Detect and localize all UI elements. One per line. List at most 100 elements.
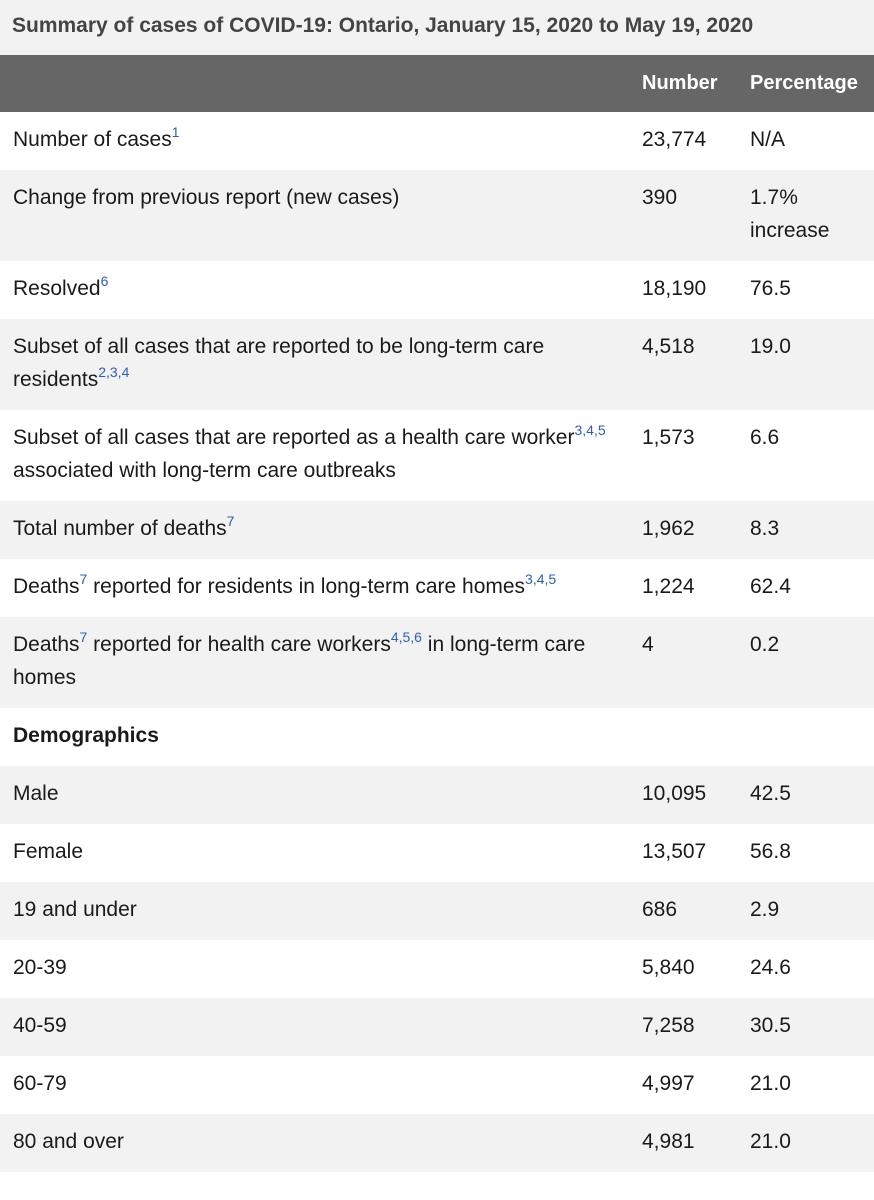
row-label-text: Female <box>13 840 84 863</box>
row-number: 4,518 <box>627 319 735 410</box>
row-percentage: 0.2 <box>735 617 874 708</box>
section-row: Demographics <box>0 708 874 766</box>
row-percentage: 30.5 <box>735 998 874 1056</box>
covid-summary-table: Number Percentage Number of cases1 23,774… <box>0 55 874 1172</box>
row-label: 80 and over <box>0 1114 627 1172</box>
table-row: 20-39 5,840 24.6 <box>0 940 874 998</box>
table-row: 60-79 4,997 21.0 <box>0 1056 874 1114</box>
row-label: Total number of deaths7 <box>0 501 627 559</box>
row-percentage: 21.0 <box>735 1114 874 1172</box>
row-number: 1,224 <box>642 575 695 598</box>
row-label: Subset of all cases that are reported to… <box>0 319 627 410</box>
table-row: Subset of all cases that are reported to… <box>0 319 874 410</box>
footnote-ref: 7 <box>227 513 235 529</box>
row-label: 20-39 <box>0 940 627 998</box>
row-label: Resolved6 <box>0 261 627 319</box>
table-row: 19 and under 686 2.9 <box>0 882 874 940</box>
footnote-ref: 3,4,5 <box>574 422 605 438</box>
table-header: Number Percentage <box>0 55 874 112</box>
row-label-text: Male <box>13 782 59 805</box>
row-percentage: 21.0 <box>750 1072 791 1095</box>
row-label: 19 and under <box>0 882 627 940</box>
row-number: 23,774 <box>642 128 707 151</box>
row-label-text: Change from previous report (new cases) <box>13 186 400 209</box>
row-label-text: Deaths <box>13 633 80 656</box>
row-label: Deaths7 reported for residents in long-t… <box>0 559 627 617</box>
table-row: Deaths7 reported for health care workers… <box>0 617 874 708</box>
table-body: Number of cases1 23,774 N/A Change from pre… <box>0 112 874 1172</box>
footnote-link[interactable]: 7 <box>226 513 235 529</box>
table-row: 80 and over 4,981 21.0 <box>0 1114 874 1172</box>
row-percentage: N/A <box>750 128 786 151</box>
row-label-text: Demographics <box>13 724 159 747</box>
footnote-ref: 3,4,5 <box>525 571 556 587</box>
row-percentage: 62.4 <box>750 575 791 598</box>
table-row: Subset of all cases that are reported as… <box>0 410 874 501</box>
table-row: Total number of deaths7 1,962 8.3 <box>0 501 874 559</box>
row-percentage: 24.6 <box>750 956 791 979</box>
row-label-text: 19 and under <box>13 898 137 921</box>
row-number: 10,095 <box>627 766 735 824</box>
footnote-link[interactable]: 3,4,5 <box>525 571 557 587</box>
footnote-link[interactable]: 3,4,5 <box>574 422 606 438</box>
table-row: Number of cases1 23,774 N/A <box>0 112 874 170</box>
row-percentage: 2.9 <box>735 882 874 940</box>
row-number: 5,840 <box>642 956 695 979</box>
row-percentage: 6.6 <box>750 426 780 449</box>
row-number: 18,190 <box>642 277 707 300</box>
footnote-ref: 7 <box>80 629 88 645</box>
header-number: Number <box>627 55 735 112</box>
footnote-link[interactable]: 7 <box>79 571 88 587</box>
row-label-text: Number of cases <box>13 128 172 151</box>
row-number: 4,997 <box>642 1072 695 1095</box>
row-label: 40-59 <box>0 998 627 1056</box>
row-label-text: Subset of all cases that are reported to… <box>13 335 545 391</box>
row-number: 1,573 <box>642 426 695 449</box>
row-percentage <box>735 708 874 766</box>
row-label: 60-79 <box>0 1056 627 1114</box>
row-label-text: Subset of all cases that are reported as… <box>13 426 575 449</box>
row-label: Number of cases1 <box>0 112 627 170</box>
row-label-text: associated with long-term care outbreaks <box>13 459 396 482</box>
footnote-link[interactable]: 6 <box>100 273 109 289</box>
row-number <box>627 708 735 766</box>
table-row: Deaths7 reported for residents in long-t… <box>0 559 874 617</box>
footnote-link[interactable]: 2,3,4 <box>98 364 130 380</box>
footnote-link[interactable]: 1 <box>171 124 180 140</box>
footnote-ref: 6 <box>101 273 109 289</box>
row-label-text: 80 and over <box>13 1130 124 1153</box>
row-number: 1,962 <box>627 501 735 559</box>
row-number: 390 <box>627 170 735 261</box>
row-number: 13,507 <box>642 840 707 863</box>
header-row: Number Percentage <box>0 55 874 112</box>
row-label-text: 20-39 <box>13 956 67 979</box>
footnote-link[interactable]: 4,5,6 <box>390 629 422 645</box>
row-number: 4,981 <box>627 1114 735 1172</box>
row-label-text: Total number of deaths <box>13 517 227 540</box>
row-label: Deaths7 reported for health care workers… <box>0 617 627 708</box>
row-label-text: in long-term care homes <box>13 633 586 689</box>
footnote-ref: 1 <box>172 124 180 140</box>
row-percentage: 42.5 <box>735 766 874 824</box>
row-label-text: reported for health care workers <box>87 633 391 656</box>
table-row: Male 10,095 42.5 <box>0 766 874 824</box>
row-label-text: reported for residents in long-term care… <box>87 575 526 598</box>
table-row: 40-59 7,258 30.5 <box>0 998 874 1056</box>
row-percentage: 76.5 <box>750 277 791 300</box>
footnote-ref: 7 <box>80 571 88 587</box>
row-label-text: Resolved <box>13 277 101 300</box>
row-percentage: 8.3 <box>735 501 874 559</box>
row-percentage: 1.7% increase <box>735 170 874 261</box>
row-number: 7,258 <box>627 998 735 1056</box>
row-label: Subset of all cases that are reported as… <box>0 410 627 501</box>
footnote-link[interactable]: 7 <box>79 629 88 645</box>
row-label-text: 40-59 <box>13 1014 67 1037</box>
row-number: 686 <box>627 882 735 940</box>
table-caption: Summary of cases of COVID-19: Ontario, J… <box>0 0 874 55</box>
header-percentage: Percentage <box>735 55 874 112</box>
row-label: Change from previous report (new cases) <box>0 170 627 261</box>
row-label-text: 60-79 <box>13 1072 67 1095</box>
row-label-text: Deaths <box>13 575 80 598</box>
footnote-ref: 4,5,6 <box>391 629 422 645</box>
row-label: Male <box>0 766 627 824</box>
